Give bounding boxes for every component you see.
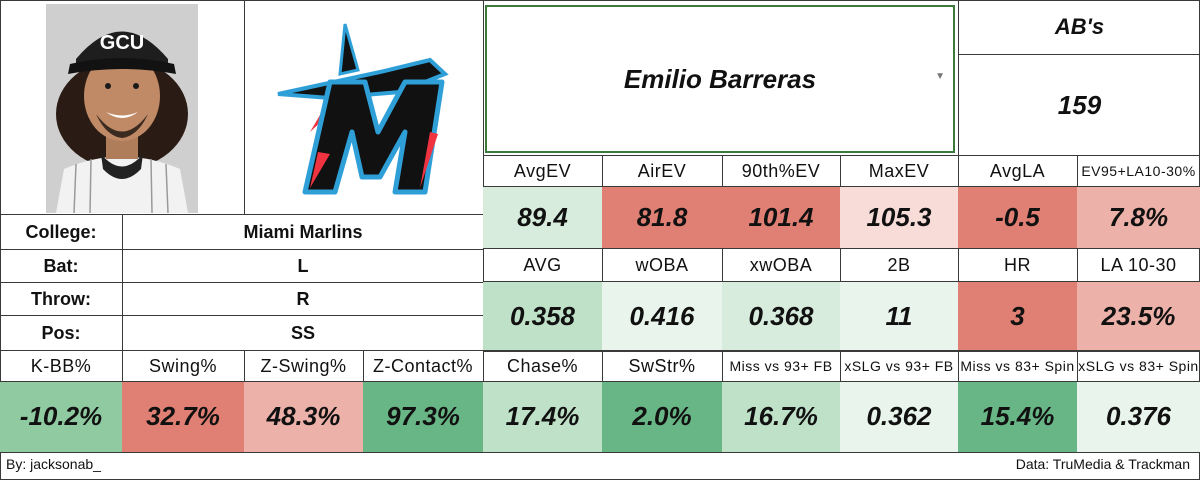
stat-row-border xyxy=(483,281,1200,282)
divider-logo xyxy=(483,0,484,155)
bio-divider xyxy=(122,283,123,315)
discipline-header: xSLG vs 83+ Spin xyxy=(1078,358,1199,374)
stat-header: AvgEV xyxy=(513,160,572,181)
stat-header: AirEV xyxy=(637,160,687,181)
stat-row-border xyxy=(483,248,1200,249)
bio-value: SS xyxy=(290,322,315,343)
stat-header: HR xyxy=(1004,254,1031,275)
stat-row-border xyxy=(483,186,1200,187)
discipline-value: 48.3% xyxy=(244,381,363,452)
discipline-header: Swing% xyxy=(148,355,218,376)
caret-down-icon: ▼ xyxy=(935,71,945,82)
bio-divider xyxy=(122,215,123,249)
bio-row-border xyxy=(0,282,483,283)
stat-value: 7.8% xyxy=(1077,186,1200,248)
team-logo xyxy=(270,12,465,202)
footer-source: Data: TruMedia & Trackman xyxy=(1015,456,1190,472)
divider-photo xyxy=(244,0,245,215)
stat-header: AvgLA xyxy=(989,160,1046,181)
discipline-value: 2.0% xyxy=(602,381,722,452)
bio-value: Miami Marlins xyxy=(243,221,363,242)
player-name: Emilio Barreras xyxy=(623,63,817,94)
divider-ab xyxy=(958,0,959,155)
discipline-value: -10.2% xyxy=(0,381,122,452)
stat-header: MaxEV xyxy=(868,160,930,181)
stat-header: LA 10-30 xyxy=(1100,254,1177,275)
stat-value: -0.5 xyxy=(958,186,1077,248)
stat-value: 23.5% xyxy=(1077,281,1200,351)
stat-value: 3 xyxy=(958,281,1077,351)
ab-label: AB's xyxy=(1054,14,1105,39)
discipline-value: 16.7% xyxy=(722,381,840,452)
stat-value: 0.416 xyxy=(602,281,722,351)
bio-label: Bat: xyxy=(43,255,79,276)
footer-border xyxy=(0,452,1200,453)
stat-header: AVG xyxy=(523,254,562,275)
stat-value: 0.358 xyxy=(483,281,602,351)
stat-header: 90th%EV xyxy=(741,160,821,181)
bio-label: Throw: xyxy=(31,288,91,309)
discipline-value: 97.3% xyxy=(363,381,483,452)
discipline-value: 0.362 xyxy=(840,381,958,452)
stat-value: 81.8 xyxy=(602,186,722,248)
discipline-header: xSLG vs 93+ FB xyxy=(844,358,954,374)
bio-value: R xyxy=(296,288,310,309)
stat-header: EV95+LA10-30% xyxy=(1081,163,1196,179)
stat-value: 0.368 xyxy=(722,281,840,351)
stat-value: 105.3 xyxy=(840,186,958,248)
bio-divider xyxy=(122,316,123,350)
stat-value: 11 xyxy=(840,281,958,351)
discipline-header: Z-Swing% xyxy=(260,355,347,376)
bio-row-border xyxy=(0,249,483,250)
bio-label: Pos: xyxy=(41,322,81,343)
discipline-value: 0.376 xyxy=(1077,381,1200,452)
stat-value: 89.4 xyxy=(483,186,602,248)
bio-top-border xyxy=(0,214,483,215)
divider-ab-h xyxy=(959,54,1200,55)
discipline-header: K-BB% xyxy=(30,355,92,376)
stat-header: 2B xyxy=(887,254,911,275)
discipline-value: 15.4% xyxy=(958,381,1077,452)
cap-logo-text: GCU xyxy=(100,32,144,54)
discipline-top-border xyxy=(0,350,1200,351)
discipline-header: Miss vs 83+ Spin xyxy=(960,358,1075,374)
bio-label: College: xyxy=(25,221,97,242)
stat-row-border xyxy=(483,351,1200,352)
discipline-header: Chase% xyxy=(506,355,579,376)
ab-value: 159 xyxy=(1057,89,1102,120)
discipline-header: SwStr% xyxy=(628,355,696,376)
grid-top-border xyxy=(483,155,1200,156)
discipline-value: 32.7% xyxy=(122,381,244,452)
footer-credit: By: jacksonab_ xyxy=(6,456,101,472)
discipline-value: 17.4% xyxy=(483,381,602,452)
bio-value: L xyxy=(297,255,309,276)
stat-header: xwOBA xyxy=(749,254,813,275)
player-name-select[interactable]: Emilio Barreras ▼ xyxy=(485,5,955,153)
discipline-header: Miss vs 93+ FB xyxy=(729,358,833,374)
stat-value: 101.4 xyxy=(722,186,840,248)
discipline-mid-border xyxy=(0,381,1200,382)
player-photo: GCU xyxy=(46,4,198,213)
bio-row-border xyxy=(0,315,483,316)
discipline-header: Z-Contact% xyxy=(372,355,474,376)
bio-divider xyxy=(122,250,123,282)
stat-header: wOBA xyxy=(635,254,689,275)
